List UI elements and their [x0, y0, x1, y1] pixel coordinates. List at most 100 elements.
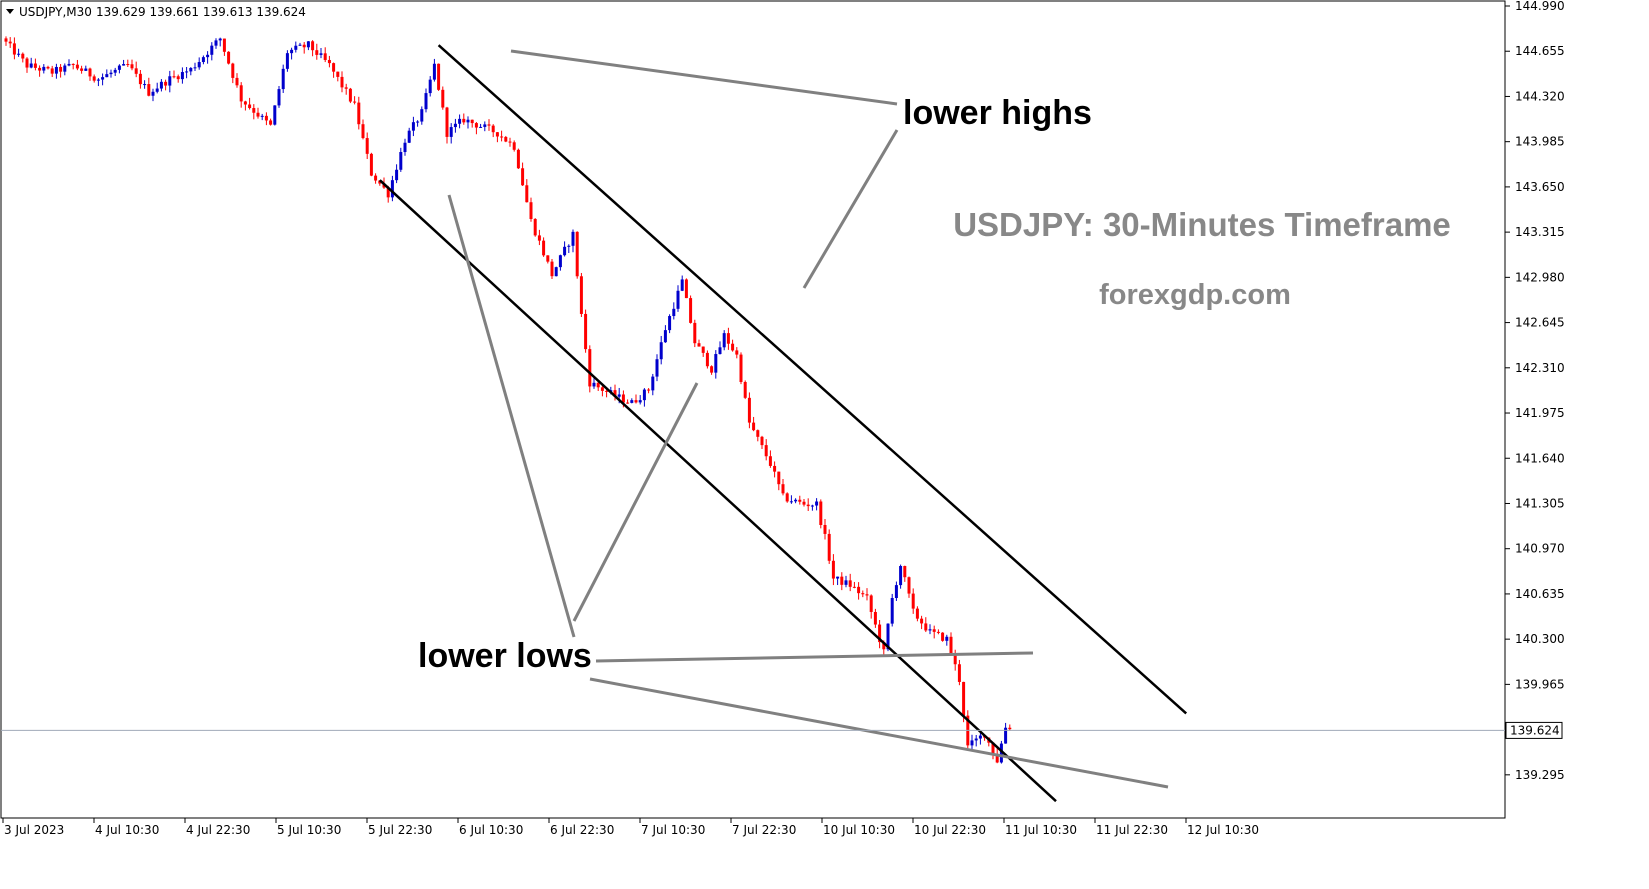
candle-body [470, 119, 474, 124]
candle-body [59, 66, 63, 72]
candle-body [441, 89, 445, 108]
candle-body [823, 524, 827, 534]
candle-body [8, 41, 12, 44]
candle-body [915, 608, 919, 619]
candle-body [596, 382, 600, 388]
annotation-pointers [447, 49, 1169, 789]
candle-body [75, 64, 79, 69]
candle-body [117, 65, 121, 70]
candle-body [521, 168, 525, 186]
candle-body [21, 53, 25, 59]
candle-body [579, 276, 583, 314]
candle-body [899, 565, 903, 586]
candle-body [710, 366, 714, 373]
candle-body [71, 63, 75, 65]
candle-body [550, 261, 554, 277]
candle-body [798, 499, 802, 502]
candle-body [957, 664, 961, 682]
x-tick-label: 6 Jul 10:30 [459, 823, 523, 837]
candle-body [613, 390, 617, 397]
candle-body [88, 68, 92, 77]
candle-body [130, 64, 134, 69]
candle-body [999, 743, 1003, 763]
y-tick-label: 144.990 [1515, 0, 1565, 13]
candle-body [953, 653, 957, 665]
candle-body [487, 124, 491, 126]
ohlc-readout: 139.629 139.661 139.613 139.624 [96, 5, 306, 19]
candle-body [294, 45, 298, 50]
candle-body [134, 68, 138, 74]
candle-body [269, 120, 273, 125]
candle-body [155, 88, 159, 92]
x-tick-label: 4 Jul 22:30 [186, 823, 250, 837]
candle-body [978, 735, 982, 739]
candle-body [332, 63, 336, 72]
candle-body [260, 115, 264, 117]
candle-body [63, 65, 67, 72]
candle-body [243, 101, 247, 105]
candle-body [399, 152, 403, 170]
candle-body [29, 63, 33, 68]
candle-body [626, 402, 630, 404]
candle-body [592, 382, 596, 387]
candle-body [466, 119, 470, 123]
candle-body [785, 493, 789, 502]
candle-body [731, 343, 735, 351]
candle-body [1008, 727, 1012, 730]
candle-body [563, 246, 567, 256]
candle-body [970, 740, 974, 746]
candle-body [315, 50, 319, 55]
candle-body [945, 636, 949, 641]
y-tick-label: 140.970 [1515, 542, 1565, 556]
candle-body [348, 88, 352, 102]
candle-body [206, 54, 210, 58]
candle-body [932, 629, 936, 632]
candle-body [227, 51, 231, 64]
candle-body [101, 77, 105, 80]
candle-body [365, 138, 369, 154]
candle-body [474, 123, 478, 128]
candle-body [17, 53, 21, 55]
candle-body [886, 623, 890, 650]
candle-body [138, 73, 142, 85]
candle-body [80, 68, 84, 71]
candle-body [113, 69, 117, 73]
x-tick-label: 5 Jul 10:30 [277, 823, 341, 837]
candle-body [861, 593, 865, 595]
candle-body [361, 124, 365, 139]
y-tick-label: 143.650 [1515, 180, 1565, 194]
collapse-triangle-icon[interactable] [6, 9, 14, 14]
candle-body [109, 72, 113, 75]
y-tick-label: 144.655 [1515, 44, 1565, 58]
candle-body [571, 231, 575, 246]
x-tick-label: 5 Jul 22:30 [368, 823, 432, 837]
candle-body [390, 180, 394, 198]
candle-body [848, 580, 852, 587]
candle-body [432, 63, 436, 80]
candle-body [928, 629, 932, 631]
candle-body [529, 202, 533, 219]
y-axis: 144.990 144.655 144.320 143.985 143.650 143.3… [1505, 0, 1565, 782]
candle-body [747, 397, 751, 423]
candle-body [920, 618, 924, 624]
candle-body [537, 235, 541, 241]
candle-body [84, 68, 88, 71]
candle-body [554, 267, 558, 277]
candle-body [126, 64, 130, 66]
candle-body [714, 354, 718, 373]
candle-body [605, 390, 609, 392]
candle-body [218, 38, 222, 41]
candle-body [495, 132, 499, 137]
candle-body [936, 631, 940, 633]
y-tick-label: 141.305 [1515, 496, 1565, 510]
candle-body [445, 107, 449, 137]
candle-body [638, 400, 642, 403]
candle-body [668, 316, 672, 331]
candle-body [222, 38, 226, 52]
channel-lower-line [378, 179, 1057, 803]
candle-body [600, 387, 604, 391]
candle-body [353, 101, 357, 103]
candle-body [634, 400, 638, 403]
candle-body [164, 81, 168, 86]
